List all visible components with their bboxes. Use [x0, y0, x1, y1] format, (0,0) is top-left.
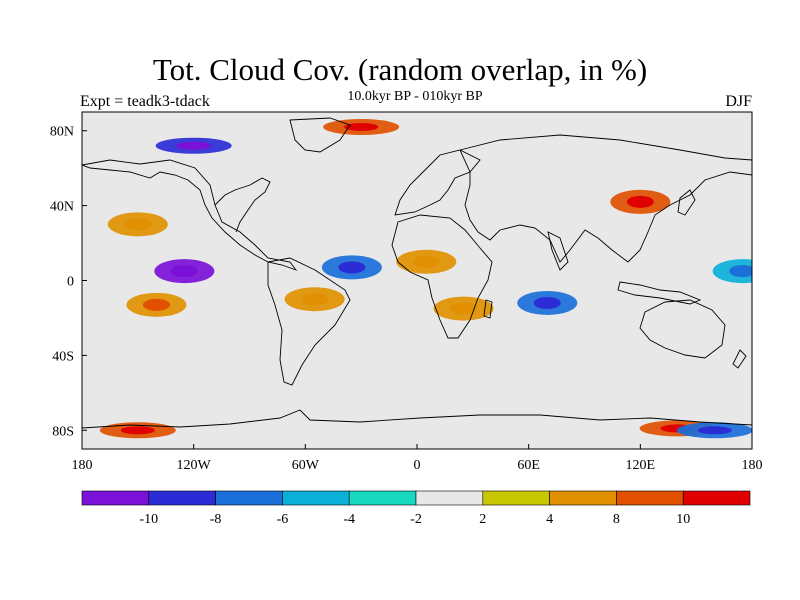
colorbar-tick-label: 10: [676, 512, 690, 527]
anomaly-core: [533, 296, 561, 309]
latitude-tick-label: 80N: [50, 125, 74, 140]
colorbar-swatch: [81, 490, 150, 506]
colorbar-swatch: [415, 490, 484, 506]
latitude-tick-label: 40S: [52, 349, 74, 364]
anomaly-core: [142, 298, 170, 311]
colorbar-tick-label: -10: [139, 512, 158, 527]
coast-australia: [639, 299, 726, 359]
colorbar-swatch: [348, 490, 417, 506]
anomaly-core: [170, 265, 198, 278]
latitude-tick-label: 40N: [50, 200, 74, 215]
season-label: DJF: [725, 93, 752, 110]
longitude-tick-label: 120E: [626, 458, 656, 473]
coast-greenland: [289, 117, 351, 153]
colorbar-tick-label: -2: [410, 512, 422, 527]
longitude-tick-label: 180: [742, 458, 763, 473]
colorbar-swatch: [282, 490, 350, 506]
colorbar-tick-label: -8: [210, 512, 222, 527]
anomaly-core: [697, 426, 732, 435]
coast-europe: [394, 149, 481, 216]
colorbar-swatch: [148, 490, 216, 506]
coast-madagascar: [483, 299, 493, 319]
latitude-labels: 80N 40N 0 40S 80S: [50, 125, 87, 439]
colorbar-swatch: [215, 490, 283, 506]
anomaly-core: [344, 122, 379, 131]
coast-north-america-east: [214, 177, 271, 233]
colorbar-swatch: [682, 490, 751, 506]
colorbar: -10 -8 -6 -4 -2 2 4 8 10: [81, 490, 751, 527]
colorbar-swatch: [549, 490, 617, 506]
longitude-labels: 180 120W 60W 0 60E 120E 180: [72, 444, 763, 473]
coast-japan: [677, 189, 696, 216]
anomaly-core: [412, 255, 440, 268]
coast-africa: [391, 214, 493, 339]
anomaly-core: [626, 195, 654, 208]
longitude-tick-label: 0: [414, 458, 421, 473]
anomaly-core: [729, 265, 752, 278]
longitude-tick-label: 180: [72, 458, 93, 473]
longitude-tick-label: 60E: [517, 458, 540, 473]
colorbar-swatch: [482, 490, 550, 506]
colorbar-tick-label: -4: [343, 512, 355, 527]
coast-india: [547, 231, 569, 271]
colorbar-tick-label: 4: [546, 512, 553, 527]
latitude-tick-label: 0: [67, 275, 74, 290]
longitude-tick-label: 120W: [177, 458, 212, 473]
anomaly-core: [338, 261, 366, 274]
longitude-tick-label: 60W: [292, 458, 320, 473]
anomaly-core: [301, 293, 329, 306]
anomaly-core: [176, 141, 211, 150]
colorbar-tick-label: -6: [277, 512, 289, 527]
coastlines: [82, 117, 752, 429]
anomaly-core: [124, 218, 152, 231]
colorbar-swatch: [616, 490, 684, 506]
colorbar-tick-label: 8: [613, 512, 620, 527]
map-title: Tot. Cloud Cov. (random overlap, in %): [152, 52, 648, 87]
coast-south-america: [267, 257, 351, 386]
experiment-label: Expt = teadk3-tdack: [80, 93, 210, 110]
coast-new-zealand: [732, 349, 747, 369]
anomaly-field: [99, 118, 752, 439]
map-subtitle: 10.0kyr BP - 010kyr BP: [347, 89, 483, 104]
latitude-tick-label: 80S: [52, 424, 74, 439]
coast-antarctica: [82, 409, 752, 429]
anomaly-core: [120, 426, 155, 435]
coast-asia: [459, 134, 752, 263]
colorbar-tick-label: 2: [479, 512, 486, 527]
anomaly-core: [450, 302, 478, 315]
